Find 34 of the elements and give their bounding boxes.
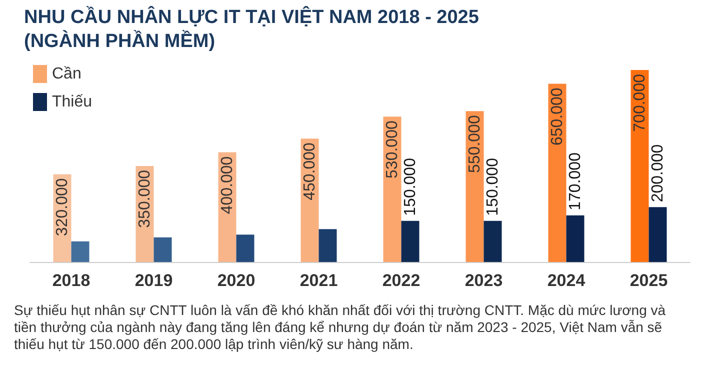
data-label: 700.000 [631,74,648,132]
data-label: 320.000 [54,178,71,236]
chart-title: NHU CẦU NHÂN LỰC IT TẠI VIỆT NAM 2018 - 2025 (NGÀNH PHẦN MỀM) [24,6,479,54]
legend-label: Cần [52,66,82,82]
text: Sự thiếu hụt nhân sự CNTT luôn là vấn đề khó khăn nhất đối với thị trường CNTT. Mặc dù mức lương và tiền thưởng của ngành này đang tăng lên đáng kể nhưng dự đoán từ năm 2023 - 2025, Việt Nam vẫn sẽ thiếu hụt từ 150.000 đến 200.000 lập trình viên/kỹ sư hàng năm. [14,302,667,353]
bar [236,234,254,262]
x-tick-label: 2020 [217,271,256,290]
data-label: 550.000 [466,115,484,173]
data-label: 400.000 [218,156,236,214]
legend-label: Thiếu [52,94,92,110]
x-tick-label: 2021 [300,271,338,290]
bar [548,84,566,262]
bar [566,215,584,262]
x-tick-label: 2025 [630,271,668,290]
bar [154,237,172,262]
data-label: 170.000 [566,152,584,210]
bar [71,241,90,262]
bar [401,220,420,262]
data-label: 650.000 [548,88,566,146]
x-tick-label: 2018 [52,271,90,290]
x-tick-label: 2022 [382,271,420,290]
data-label: 150.000 [402,158,419,216]
data-label: 200.000 [649,144,666,202]
data-label: 530.000 [384,120,401,178]
x-tick-label: 2019 [134,271,173,290]
x-tick-label: 2024 [547,271,586,290]
x-tick-label: 2023 [464,271,503,290]
data-label: 350.000 [136,170,154,228]
bar [318,229,337,262]
data-label: 150.000 [484,158,502,216]
bar [648,207,667,262]
bar [484,220,502,262]
data-label: 450.000 [301,142,318,200]
bar [630,70,649,262]
